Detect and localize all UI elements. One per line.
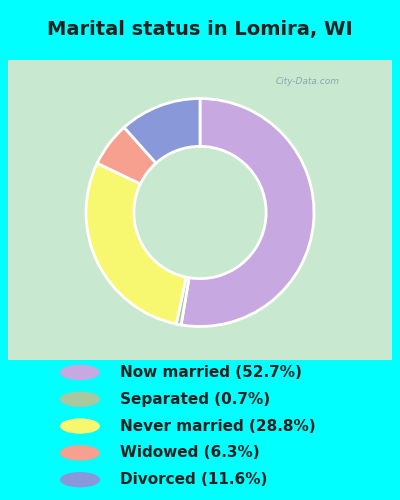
Text: Never married (28.8%): Never married (28.8%) — [120, 418, 316, 434]
Text: Widowed (6.3%): Widowed (6.3%) — [120, 446, 260, 460]
Text: Marital status in Lomira, WI: Marital status in Lomira, WI — [47, 20, 353, 40]
Wedge shape — [97, 128, 156, 184]
Wedge shape — [86, 163, 186, 324]
Wedge shape — [124, 98, 200, 163]
Text: City-Data.com: City-Data.com — [276, 76, 340, 86]
Text: Divorced (11.6%): Divorced (11.6%) — [120, 472, 267, 487]
Circle shape — [61, 392, 99, 406]
Wedge shape — [181, 98, 314, 326]
Circle shape — [61, 446, 99, 460]
Text: Now married (52.7%): Now married (52.7%) — [120, 365, 302, 380]
Circle shape — [61, 419, 99, 433]
Circle shape — [61, 472, 99, 486]
Circle shape — [61, 366, 99, 380]
Wedge shape — [176, 277, 189, 325]
FancyBboxPatch shape — [4, 57, 396, 363]
Text: Separated (0.7%): Separated (0.7%) — [120, 392, 270, 406]
